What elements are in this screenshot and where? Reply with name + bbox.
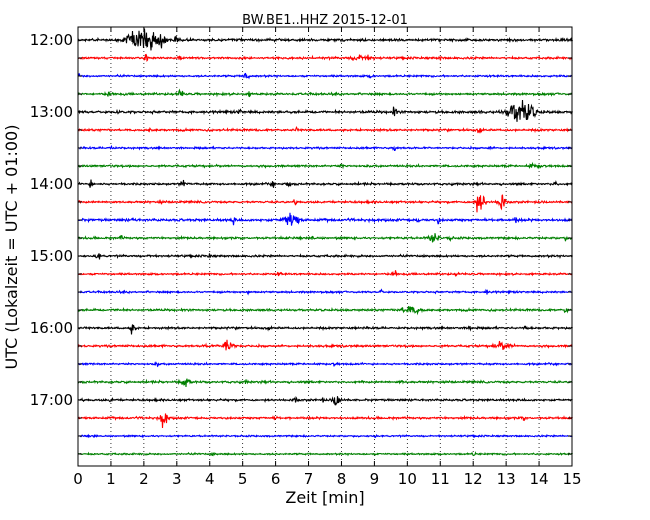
x-tick-label: 0 — [73, 470, 83, 488]
trace-row — [77, 125, 573, 134]
trace-row — [77, 253, 573, 260]
trace-row — [77, 88, 573, 98]
trace-row — [77, 288, 573, 296]
y-tick-label: 15:00 — [30, 247, 73, 265]
trace-row — [77, 28, 574, 51]
x-tick-label: 1 — [106, 470, 116, 488]
trace-row — [77, 433, 573, 439]
plot-frame — [77, 26, 573, 467]
x-tick-label: 4 — [205, 470, 215, 488]
trace-row — [77, 451, 573, 457]
trace-row — [77, 361, 573, 368]
x-tick-label: 7 — [304, 470, 314, 488]
trace-row — [77, 212, 573, 226]
y-tick-label: 13:00 — [30, 103, 73, 121]
y-tick-label: 17:00 — [30, 391, 73, 409]
trace-row — [77, 324, 573, 335]
trace-row — [77, 233, 573, 243]
seismic-traces — [77, 28, 574, 457]
trace-row — [77, 270, 573, 278]
y-tick-label: 12:00 — [30, 31, 73, 49]
trace-row — [77, 339, 573, 351]
trace-row — [77, 179, 573, 188]
x-tick-label: 11 — [431, 470, 450, 488]
x-tick-label: 8 — [337, 470, 347, 488]
x-tick-label: 5 — [238, 470, 248, 488]
chart-title: BW.BE1..HHZ 2015-12-01 — [242, 13, 408, 28]
x-tick-label: 13 — [497, 470, 516, 488]
trace-row — [77, 161, 573, 170]
trace-row — [77, 72, 573, 80]
x-tick-label: 12 — [464, 470, 483, 488]
y-tick-label: 16:00 — [30, 319, 73, 337]
x-tick-label: 6 — [271, 470, 281, 488]
x-tick-label: 14 — [530, 470, 549, 488]
x-axis-label: Zeit [min] — [285, 488, 364, 507]
x-tick-label: 10 — [398, 470, 417, 488]
trace-row — [77, 99, 573, 122]
y-axis-label: UTC (Lokalzeit = UTC + 01:00) — [2, 125, 21, 370]
trace-row — [77, 306, 573, 316]
trace-row — [77, 413, 573, 429]
x-tick-label: 9 — [370, 470, 380, 488]
x-tick-label: 15 — [562, 470, 581, 488]
trace-row — [77, 53, 573, 62]
x-tick-label: 2 — [139, 470, 149, 488]
x-tick-label: 3 — [172, 470, 182, 488]
axes: 0 1 2 3 4 5 6 7 8 9 10 11 12 13 14 1512:0013:0014:0015:… — [30, 26, 582, 488]
y-tick-label: 14:00 — [30, 175, 73, 193]
trace-row — [77, 194, 573, 213]
trace-row — [78, 144, 573, 151]
trace-row — [77, 378, 573, 388]
trace-row — [77, 395, 573, 406]
